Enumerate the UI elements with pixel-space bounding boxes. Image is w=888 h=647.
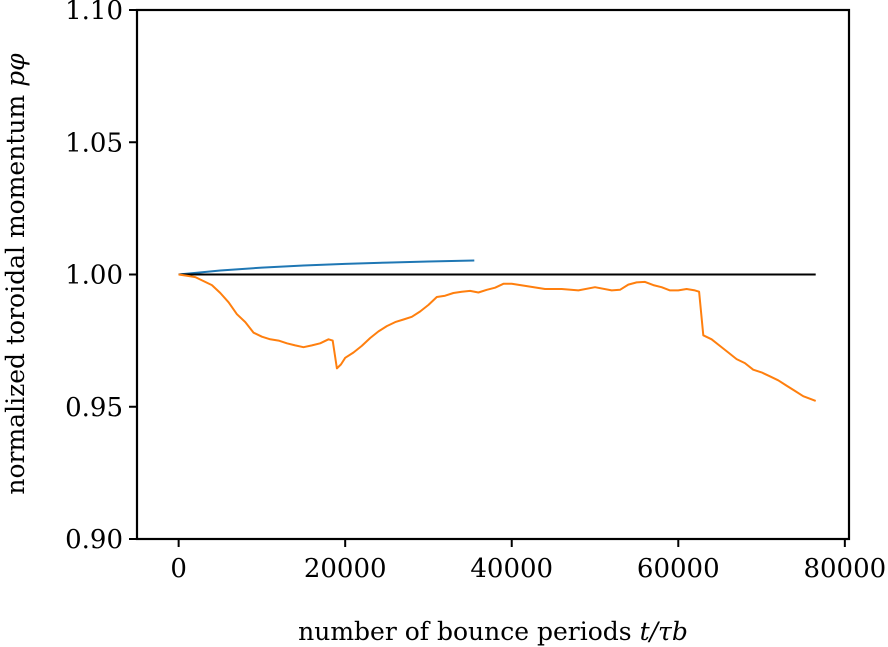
y-tick-label: 1.00: [65, 261, 123, 291]
series-layer: [178, 259, 817, 402]
y-tick-label: 0.95: [65, 393, 123, 423]
series-line-2: [178, 273, 817, 402]
x-tick-label: 20000: [304, 554, 387, 584]
y-tick-label: 1.05: [65, 128, 123, 158]
y-axis-ticks: 0.90 0.95 1.00 1.05 1.10: [65, 0, 137, 555]
x-tick-label: 80000: [803, 554, 886, 584]
x-axis-label: number of bounce periods t/τb: [298, 617, 688, 646]
y-tick-label: 0.90: [65, 525, 123, 555]
x-axis-ticks: 0 20000 40000 60000 80000: [170, 539, 886, 584]
plot-area: [135, 8, 851, 541]
y-axis-label: normalized toroidal momentum pφ: [1, 53, 30, 495]
series-line-0: [178, 259, 475, 276]
x-tick-label: 40000: [470, 554, 553, 584]
x-tick-label: 0: [170, 554, 187, 584]
x-tick-label: 60000: [637, 554, 720, 584]
y-tick-label: 1.10: [65, 0, 123, 26]
